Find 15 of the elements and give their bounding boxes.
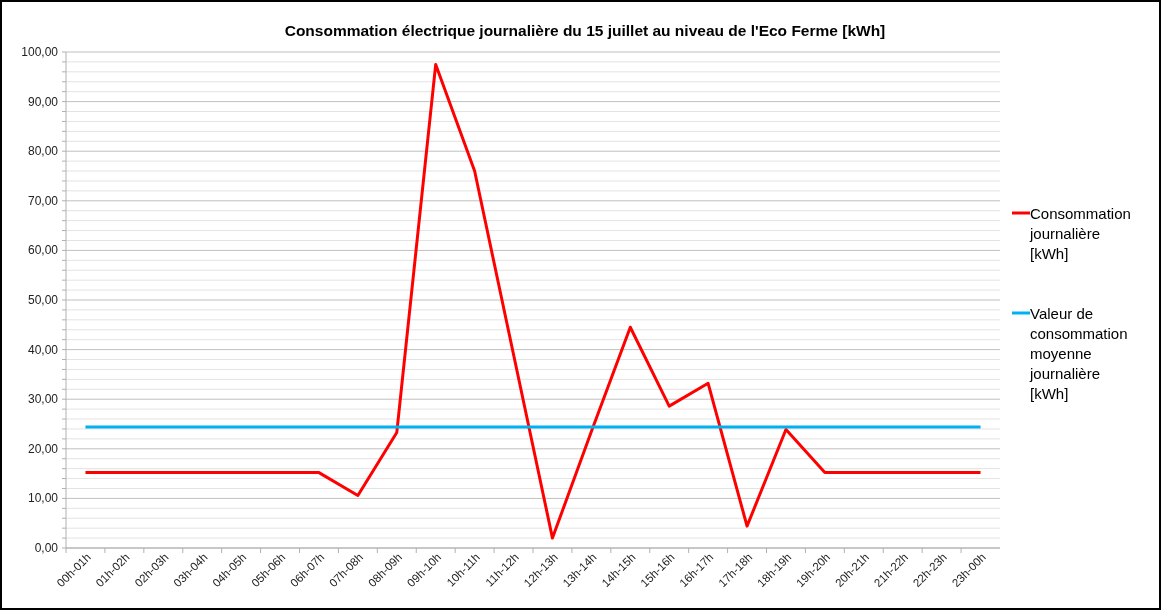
chart-title: Consommation électrique journalière du 15 juillet au niveau de l'Eco Ferme [kWh] (284, 22, 886, 39)
y-tick-label: 10,00 (27, 491, 59, 506)
y-tick-label: 20,00 (27, 441, 59, 456)
y-tick-label: 80,00 (27, 144, 59, 159)
y-tick-label: 30,00 (27, 392, 59, 407)
y-tick-label: 0,00 (34, 541, 59, 555)
y-tick-label: 90,00 (27, 94, 59, 109)
y-tick-label: 50,00 (27, 293, 59, 307)
y-tick-label: 100,00 (21, 45, 59, 59)
y-tick-label: 60,00 (27, 243, 59, 258)
legend-label: Valeur de consommation moyenne journalière [kWh] (1029, 305, 1128, 402)
y-tick-label: 40,00 (27, 342, 59, 357)
y-tick-label: 70,00 (27, 193, 59, 208)
legend-label: Consommation journalière [kWh] (1029, 205, 1131, 262)
line-series (83, 62, 983, 540)
